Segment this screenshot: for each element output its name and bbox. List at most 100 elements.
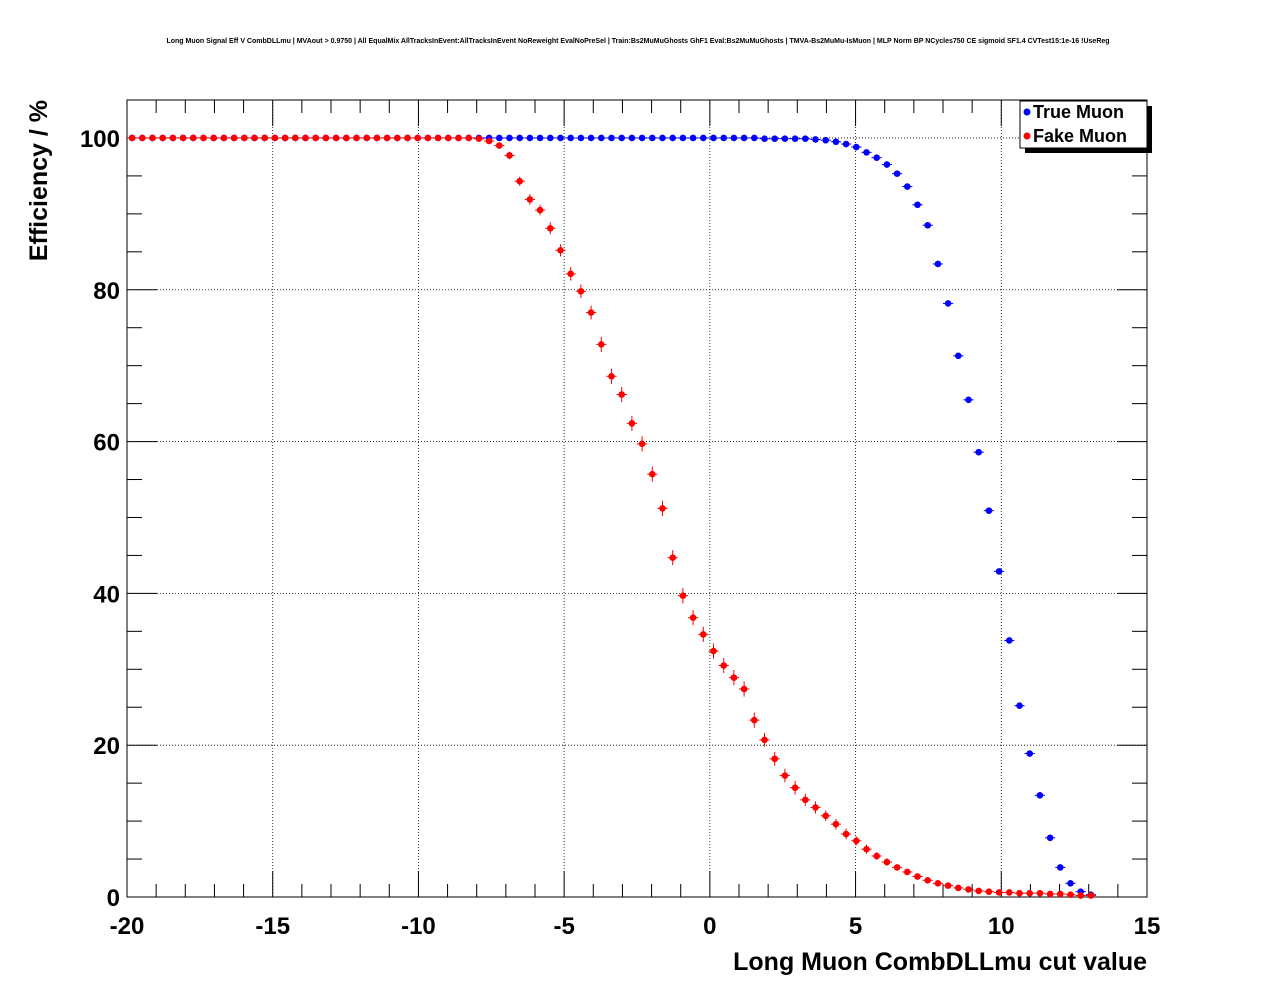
data-point (1057, 890, 1064, 898)
data-point (1077, 892, 1084, 899)
data-point (414, 134, 422, 142)
data-point (995, 889, 1003, 896)
data-point (934, 260, 942, 268)
data-point (404, 134, 411, 142)
data-point (985, 507, 993, 514)
data-point (853, 143, 860, 151)
data-point (781, 135, 789, 143)
data-point (802, 135, 809, 143)
grid-lines (127, 100, 1147, 897)
data-point (853, 837, 860, 845)
data-point (169, 134, 177, 142)
data-point (700, 631, 707, 638)
x-tick-label: 0 (703, 913, 716, 940)
series-points (127, 134, 1096, 899)
x-tick-label: 5 (849, 913, 862, 940)
data-point (1057, 864, 1064, 871)
legend: True Muon Fake Muon (1019, 100, 1152, 153)
data-point (914, 873, 921, 880)
data-point (271, 134, 279, 142)
data-point (924, 877, 931, 884)
data-point (1067, 880, 1074, 887)
data-point (1067, 891, 1074, 899)
data-point (302, 134, 309, 142)
y-tick-label: 40 (93, 581, 120, 608)
data-point (496, 142, 503, 149)
data-point (802, 796, 809, 804)
data-point (475, 135, 483, 143)
data-point (863, 845, 870, 853)
data-point (669, 134, 676, 142)
data-point (771, 755, 778, 763)
y-tick-label: 20 (93, 733, 120, 760)
data-point (883, 858, 891, 866)
data-point (598, 134, 605, 142)
data-point (1026, 889, 1033, 897)
data-point (965, 396, 972, 404)
data-point (751, 716, 758, 724)
data-point (516, 177, 523, 185)
data-point (547, 224, 554, 232)
data-point (577, 287, 585, 295)
data-point (924, 221, 931, 229)
data-point (955, 884, 962, 892)
data-point (934, 880, 942, 887)
data-point (710, 134, 717, 142)
data-point (210, 134, 217, 142)
x-tick-label: -10 (401, 913, 436, 940)
data-point (883, 161, 891, 168)
data-point (281, 134, 289, 142)
data-point (557, 134, 564, 142)
data-point (730, 674, 738, 681)
data-point (200, 134, 207, 142)
data-point (700, 134, 707, 142)
data-point (536, 206, 544, 214)
legend-marker-true-muon (1023, 108, 1031, 116)
data-point (689, 134, 697, 142)
data-point (292, 134, 299, 142)
x-tick-label: -5 (553, 913, 574, 940)
data-point (547, 134, 554, 142)
data-point (1016, 889, 1023, 897)
data-point (1046, 834, 1054, 842)
legend-marker-fake-muon (1023, 132, 1031, 140)
data-point (577, 134, 585, 142)
data-point (822, 812, 829, 820)
data-point (832, 820, 840, 828)
data-point (659, 134, 666, 142)
series-fake-muon (127, 134, 1096, 899)
data-point (720, 662, 727, 669)
data-point (618, 134, 625, 142)
data-point (669, 554, 676, 562)
data-point (179, 134, 187, 142)
data-point (506, 134, 513, 142)
data-point (730, 134, 738, 142)
data-point (710, 647, 717, 655)
data-point (689, 614, 697, 621)
data-point (975, 448, 982, 456)
data-point (944, 882, 952, 889)
data-point (791, 135, 799, 143)
data-point (159, 134, 166, 142)
data-point (822, 136, 829, 144)
data-point (128, 134, 136, 142)
data-point (761, 135, 768, 143)
data-point (720, 134, 727, 142)
series-true-muon (127, 134, 1096, 899)
data-point (394, 134, 401, 142)
data-point (516, 134, 523, 142)
x-tick-label: -15 (255, 913, 290, 940)
x-tick-labels: -20 -15 -10 -5 0 5 10 15 (110, 913, 1161, 940)
data-point (241, 134, 248, 142)
x-tick-label: 15 (1134, 913, 1161, 940)
data-point (649, 470, 656, 478)
y-tick-labels: 0 20 40 60 80 100 (80, 126, 120, 912)
data-point (230, 134, 238, 142)
y-tick-label: 60 (93, 430, 120, 457)
data-point (628, 134, 636, 142)
plot-frame (126, 99, 1148, 898)
data-point (638, 134, 646, 142)
data-point (139, 134, 146, 142)
x-tick-label: 10 (988, 913, 1015, 940)
data-point (383, 134, 391, 142)
